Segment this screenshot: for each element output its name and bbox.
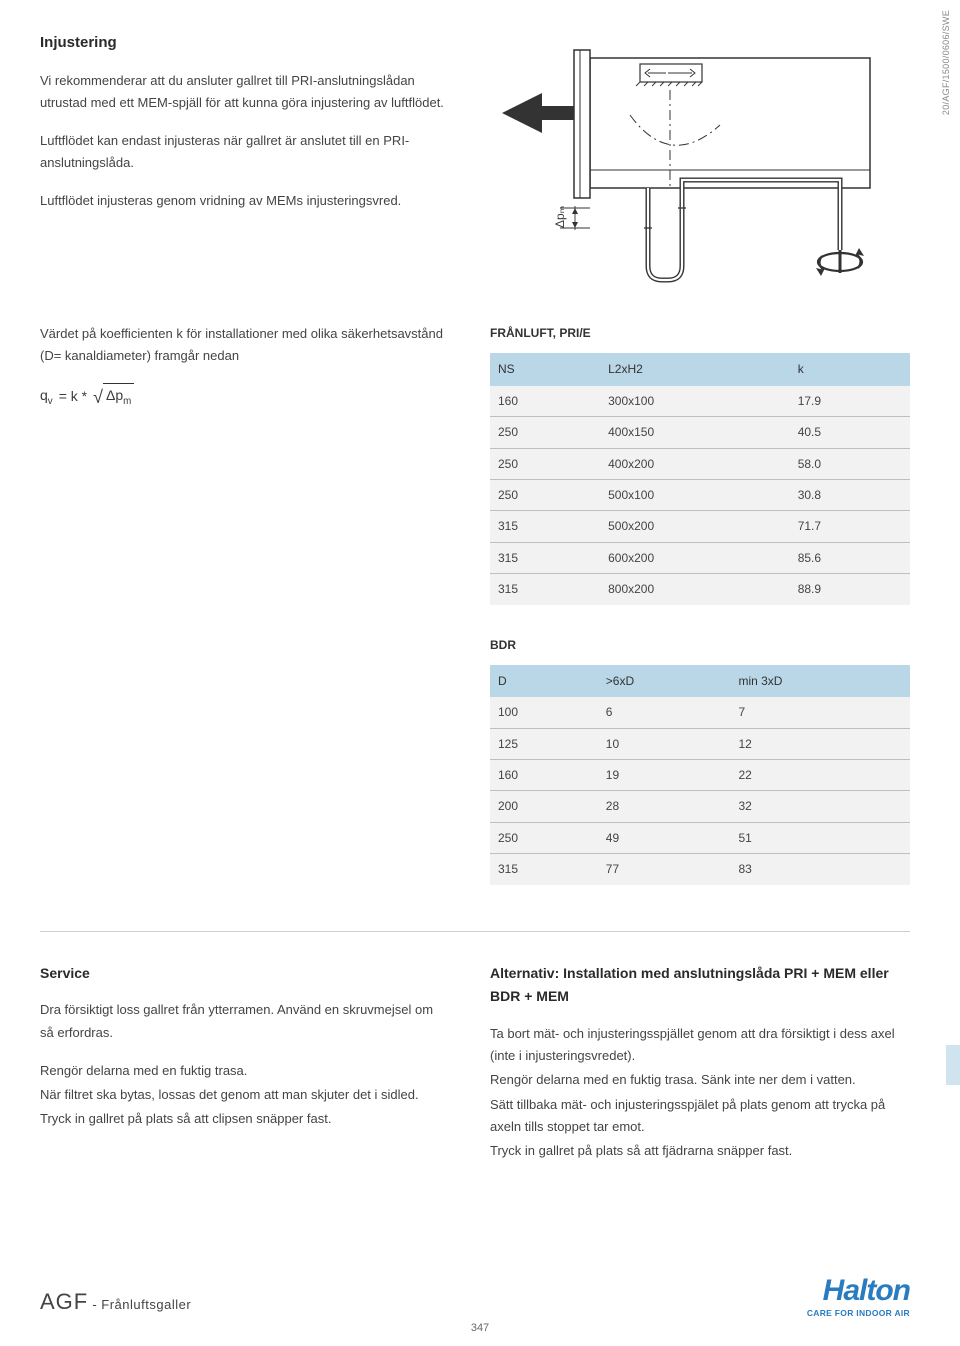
table-cell: 250: [490, 479, 600, 510]
section-title-injustering: Injustering: [40, 30, 450, 56]
service-right-p3: Sätt tillbaka mät- och injusteringsspjäl…: [490, 1094, 910, 1138]
table-cell: 315: [490, 854, 598, 885]
table-row: 250400x20058.0: [490, 448, 910, 479]
th-d: D: [490, 665, 598, 697]
service-right-title: Alternativ: Installation med anslutnings…: [490, 962, 910, 1010]
table-cell: 83: [730, 854, 910, 885]
table-row: 10067: [490, 697, 910, 728]
table-cell: 400x200: [600, 448, 790, 479]
table-cell: 250: [490, 822, 598, 853]
table-cell: 58.0: [790, 448, 910, 479]
table-row: 160300x10017.9: [490, 386, 910, 417]
intro-paragraph-3: Luftflödet injusteras genom vridning av …: [40, 190, 450, 212]
halton-logo: Halton CARE FOR INDOOR AIR: [807, 1276, 910, 1320]
service-left-p4: Tryck in gallret på plats så att clipsen…: [40, 1108, 450, 1130]
service-left-p2: Rengör delarna med en fuktig trasa.: [40, 1060, 450, 1082]
table-cell: 7: [730, 697, 910, 728]
table-franluft: NS L2xH2 k 160300x10017.9250400x15040.52…: [490, 353, 910, 604]
table-cell: 500x100: [600, 479, 790, 510]
table-row: 1601922: [490, 760, 910, 791]
intro-paragraph-1: Vi rekommenderar att du ansluter gallret…: [40, 70, 450, 114]
table-cell: 12: [730, 728, 910, 759]
table-cell: 300x100: [600, 386, 790, 417]
table-cell: 250: [490, 448, 600, 479]
table-cell: 49: [598, 822, 731, 853]
table-cell: 250: [490, 417, 600, 448]
table-cell: 88.9: [790, 574, 910, 605]
table-cell: 200: [490, 791, 598, 822]
service-right-p2: Rengör delarna med en fuktig trasa. Sänk…: [490, 1069, 910, 1091]
table-row: 315500x20071.7: [490, 511, 910, 542]
table-row: 250400x15040.5: [490, 417, 910, 448]
table-bdr: D >6xD min 3xD 1006712510121601922200283…: [490, 665, 910, 885]
table-cell: 315: [490, 542, 600, 573]
table-cell: 40.5: [790, 417, 910, 448]
table-cell: 85.6: [790, 542, 910, 573]
side-tab-marker: [946, 1045, 960, 1085]
section-divider: [40, 931, 910, 932]
service-right-p1: Ta bort mät- och injusteringsspjället ge…: [490, 1023, 910, 1067]
table-cell: 500x200: [600, 511, 790, 542]
table-cell: 800x200: [600, 574, 790, 605]
table-title-franluft: FRÅNLUFT, PRI/E: [490, 323, 910, 343]
th-min3xd: min 3xD: [730, 665, 910, 697]
table-cell: 315: [490, 574, 600, 605]
table-row: 315600x20085.6: [490, 542, 910, 573]
table-cell: 51: [730, 822, 910, 853]
table-cell: 160: [490, 760, 598, 791]
table-row: 1251012: [490, 728, 910, 759]
page-number: 347: [471, 1319, 489, 1338]
table-cell: 10: [598, 728, 731, 759]
footer-product: AGF - Frånluftsgaller: [40, 1283, 191, 1320]
table-row: 315800x20088.9: [490, 574, 910, 605]
table-cell: 77: [598, 854, 731, 885]
table-cell: 315: [490, 511, 600, 542]
table-title-bdr: BDR: [490, 635, 910, 655]
delta-pm-label: Δpₘ: [550, 206, 570, 228]
table-cell: 400x150: [600, 417, 790, 448]
table-cell: 600x200: [600, 542, 790, 573]
table-cell: 28: [598, 791, 731, 822]
th-k: k: [790, 353, 910, 385]
table-cell: 160: [490, 386, 600, 417]
table-cell: 32: [730, 791, 910, 822]
table-row: 2002832: [490, 791, 910, 822]
table-cell: 6: [598, 697, 731, 728]
table-row: 3157783: [490, 854, 910, 885]
coefficient-paragraph: Värdet på koefficienten k för installati…: [40, 323, 450, 367]
table-cell: 30.8: [790, 479, 910, 510]
table-cell: 100: [490, 697, 598, 728]
intro-paragraph-2: Luftflödet kan endast injusteras när gal…: [40, 130, 450, 174]
table-cell: 71.7: [790, 511, 910, 542]
service-right-p4: Tryck in gallret på plats så att fjädrar…: [490, 1140, 910, 1162]
table-cell: 19: [598, 760, 731, 791]
flow-formula: qv = k * √Δpm: [40, 383, 450, 410]
service-left-p1: Dra försiktigt loss gallret från ytterra…: [40, 999, 450, 1043]
adjustment-diagram: Δpₘ: [490, 30, 900, 295]
table-cell: 22: [730, 760, 910, 791]
service-left-p3: När filtret ska bytas, lossas det genom …: [40, 1084, 450, 1106]
th-l2xh2: L2xH2: [600, 353, 790, 385]
table-row: 2504951: [490, 822, 910, 853]
table-cell: 125: [490, 728, 598, 759]
th-ns: NS: [490, 353, 600, 385]
table-row: 250500x10030.8: [490, 479, 910, 510]
table-cell: 17.9: [790, 386, 910, 417]
section-title-service: Service: [40, 962, 450, 986]
th-6xd: >6xD: [598, 665, 731, 697]
doc-side-label: 20/AGF/1500/0606/SWE: [939, 10, 954, 115]
